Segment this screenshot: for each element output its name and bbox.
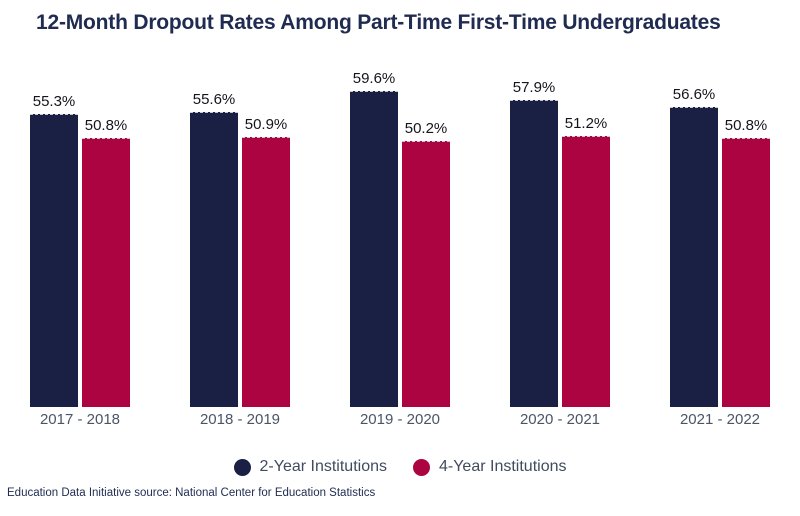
legend-label: 4-Year Institutions bbox=[439, 458, 567, 475]
bar-value-label: 50.8% bbox=[84, 116, 128, 134]
legend-dot-icon bbox=[413, 458, 430, 476]
x-axis-label: 2019 - 2020 bbox=[359, 411, 441, 428]
bar-4-year-institutions: 50.9% bbox=[242, 116, 290, 407]
legend-item-4-year-institutions: 4-Year Institutions bbox=[413, 458, 566, 476]
bar-value-label: 50.8% bbox=[724, 116, 768, 134]
bar-value-label: 59.6% bbox=[352, 70, 396, 88]
source-attribution: Education Data Initiative source: Nation… bbox=[7, 487, 376, 499]
bar-2-year-institutions: 57.9% bbox=[510, 79, 558, 407]
bar-value-label: 55.6% bbox=[192, 91, 236, 109]
bar-value-label: 50.9% bbox=[244, 116, 288, 134]
bar-value-label: 51.2% bbox=[564, 114, 608, 132]
bar-value-label: 56.6% bbox=[672, 86, 716, 104]
bar-2-year-institutions: 59.6% bbox=[350, 70, 398, 407]
bar-4-year-institutions: 50.8% bbox=[82, 117, 130, 407]
bar-4-year-institutions: 51.2% bbox=[562, 115, 610, 407]
x-axis-label: 2021 - 2022 bbox=[679, 411, 761, 428]
bar-group: 56.6% 50.8% bbox=[640, 70, 800, 407]
bar-group: 57.9% 51.2% bbox=[480, 70, 640, 407]
bar-group: 55.6% 50.9% bbox=[160, 70, 320, 407]
bar-value-label: 55.3% bbox=[32, 92, 76, 110]
bar-value-label: 57.9% bbox=[512, 79, 556, 97]
legend: 2-Year Institutions 4-Year Institutions bbox=[0, 458, 800, 476]
bar-4-year-institutions: 50.2% bbox=[402, 120, 450, 407]
x-axis-labels: 2017 - 2018 2018 - 2019 2019 - 2020 2020 - … bbox=[0, 411, 800, 428]
legend-item-2-year-institutions: 2-Year Institutions bbox=[233, 458, 387, 476]
legend-dot-icon bbox=[233, 458, 251, 476]
bar-group: 55.3% 50.8% bbox=[0, 70, 160, 407]
x-axis-label: 2020 - 2021 bbox=[519, 411, 601, 428]
x-axis-label: 2018 - 2019 bbox=[199, 411, 281, 428]
bar-group: 59.6% 50.2% bbox=[320, 70, 480, 407]
bar-2-year-institutions: 56.6% bbox=[670, 86, 718, 407]
plot-area: 55.3% 50.8% 55.6% 50.9% 59.6% 50.2% 57.9% 51.2%… bbox=[0, 70, 800, 407]
chart-title: 12-Month Dropout Rates Among Part-Time F… bbox=[36, 11, 721, 34]
bar-4-year-institutions: 50.8% bbox=[722, 117, 770, 407]
legend-label: 2-Year Institutions bbox=[259, 458, 387, 475]
bar-value-label: 50.2% bbox=[404, 119, 448, 137]
bar-2-year-institutions: 55.6% bbox=[190, 91, 238, 407]
bar-2-year-institutions: 55.3% bbox=[30, 93, 78, 407]
x-axis-label: 2017 - 2018 bbox=[39, 411, 121, 428]
